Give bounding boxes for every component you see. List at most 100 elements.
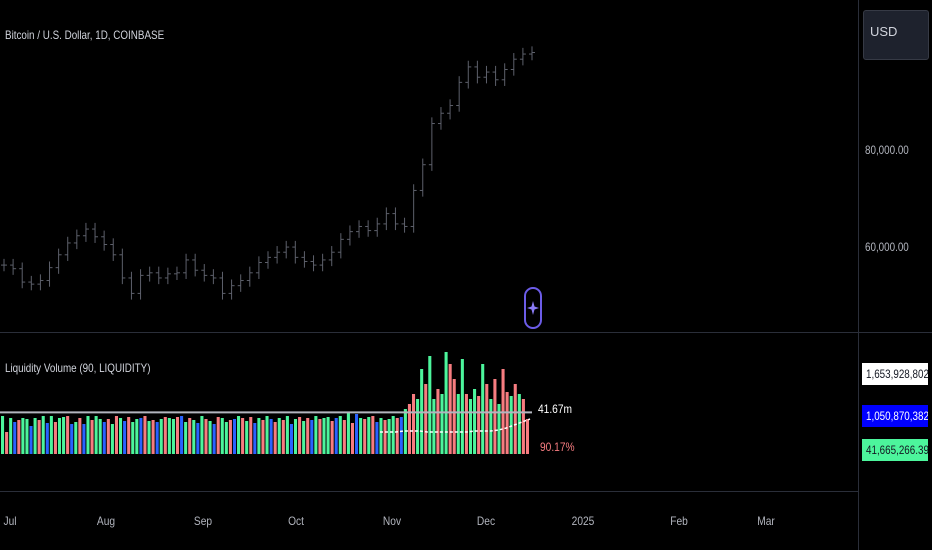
time-axis[interactable]: Jul Aug Sep Oct Nov Dec 2025 Feb Mar xyxy=(0,492,858,550)
scale-tag-mid: 1,050,870,382.36 xyxy=(862,405,928,427)
price-bar xyxy=(173,266,180,281)
time-label-mar: Mar xyxy=(757,514,775,528)
liquidity-bar xyxy=(310,420,314,454)
liquidity-bar xyxy=(159,419,163,454)
liquidity-bar xyxy=(224,422,228,454)
indicator-title: Liquidity Volume (90, LIQUIDITY) xyxy=(5,361,151,375)
time-label-jul: Jul xyxy=(3,514,17,528)
price-bar xyxy=(465,60,472,89)
pane-divider-bottom xyxy=(0,491,858,492)
liquidity-bar xyxy=(473,389,477,454)
liquidity-bar xyxy=(521,399,525,454)
liquidity-bar xyxy=(90,420,94,454)
liquidity-bar xyxy=(489,399,493,454)
liquidity-bar xyxy=(102,422,106,454)
liquidity-volume-canvas[interactable] xyxy=(0,333,858,491)
liquidity-bar xyxy=(106,419,110,454)
liquidity-bar xyxy=(163,417,167,454)
liquidity-bar xyxy=(477,396,481,454)
price-bar xyxy=(456,76,463,112)
scale-tag-max-text: 1,653,928,802.25 xyxy=(866,367,928,381)
liquidity-bar xyxy=(45,423,49,454)
liquidity-bar xyxy=(188,418,192,454)
price-bar xyxy=(501,63,508,86)
liquidity-bar xyxy=(428,356,432,454)
liquidity-bar xyxy=(448,364,452,454)
price-bar xyxy=(119,248,126,285)
liquidity-bar xyxy=(265,416,269,454)
liquidity-bar xyxy=(277,418,281,454)
liquidity-bar xyxy=(17,420,21,454)
price-bar xyxy=(428,117,435,171)
liquidity-bar xyxy=(306,418,310,454)
liquidity-percent-label: 90.17% xyxy=(540,440,575,454)
liquidity-bar xyxy=(78,418,82,454)
liquidity-bar xyxy=(257,418,261,454)
time-label-dec: Dec xyxy=(476,514,496,528)
price-bar xyxy=(437,107,444,130)
liquidity-bar xyxy=(497,404,501,454)
price-bar xyxy=(319,253,326,272)
price-bar xyxy=(146,266,153,282)
liquidity-bar xyxy=(367,417,371,454)
price-bar xyxy=(365,220,372,237)
liquidity-bar xyxy=(289,424,293,454)
liquidity-bar xyxy=(346,412,350,454)
time-label-sep: Sep xyxy=(193,514,213,528)
scale-tag-mid-text: 1,050,870,382.36 xyxy=(866,409,928,423)
indicator-pane[interactable]: Liquidity Volume (90, LIQUIDITY) 41.67m … xyxy=(0,333,858,491)
scale-tag-current-text: 41,665,266.39 xyxy=(866,443,928,457)
price-bar xyxy=(137,269,144,300)
price-bar xyxy=(192,253,199,277)
liquidity-bar xyxy=(298,417,302,454)
liquidity-bar xyxy=(119,418,123,454)
time-label-nov: Nov xyxy=(382,514,402,528)
liquidity-bar xyxy=(424,384,428,454)
liquidity-bar xyxy=(432,399,436,454)
liquidity-bar xyxy=(416,399,420,454)
liquidity-bar xyxy=(383,420,387,454)
liquidity-bar xyxy=(167,418,171,454)
price-bar xyxy=(73,229,80,250)
price-bar xyxy=(529,46,535,61)
price-bar xyxy=(310,255,317,272)
price-bar xyxy=(64,236,71,261)
liquidity-bar xyxy=(302,421,306,454)
price-bar xyxy=(510,53,517,76)
liquidity-bar xyxy=(216,417,220,454)
liquidity-bar xyxy=(411,394,416,454)
liquidity-bar xyxy=(249,417,253,454)
liquidity-bar xyxy=(269,419,273,454)
liquidity-bar xyxy=(86,416,90,454)
liquidity-bar xyxy=(49,416,53,454)
liquidity-bar xyxy=(208,421,212,454)
price-chart-title: Bitcoin / U.S. Dollar, 1D, COINBASE xyxy=(5,28,165,42)
liquidity-bar xyxy=(440,394,444,454)
liquidity-bar xyxy=(293,419,298,454)
price-bar xyxy=(82,222,89,242)
price-bar xyxy=(255,256,262,279)
liquidity-bar xyxy=(237,416,241,454)
liquidity-bar xyxy=(330,421,334,454)
liquidity-bar xyxy=(326,417,330,454)
price-bar xyxy=(337,233,344,259)
price-chart-canvas[interactable] xyxy=(0,0,858,332)
liquidity-bar xyxy=(74,422,78,454)
liquidity-bar xyxy=(171,419,175,454)
price-scale[interactable] xyxy=(858,0,932,550)
liquidity-bar xyxy=(110,424,114,454)
sparkle-badge[interactable] xyxy=(524,287,542,329)
liquidity-bar xyxy=(509,396,513,454)
liquidity-bar xyxy=(241,418,245,454)
liquidity-bar xyxy=(151,420,155,454)
currency-button[interactable]: USD xyxy=(863,10,929,60)
price-bar xyxy=(292,240,299,264)
liquidity-bar xyxy=(143,416,147,454)
pane-divider[interactable] xyxy=(0,332,932,333)
liquidity-bar xyxy=(135,419,139,454)
price-chart-pane[interactable]: Bitcoin / U.S. Dollar, 1D, COINBASE xyxy=(0,0,858,332)
price-bar xyxy=(246,266,253,287)
liquidity-bar xyxy=(395,418,399,454)
liquidity-bar xyxy=(29,426,33,454)
liquidity-bar xyxy=(371,416,375,454)
